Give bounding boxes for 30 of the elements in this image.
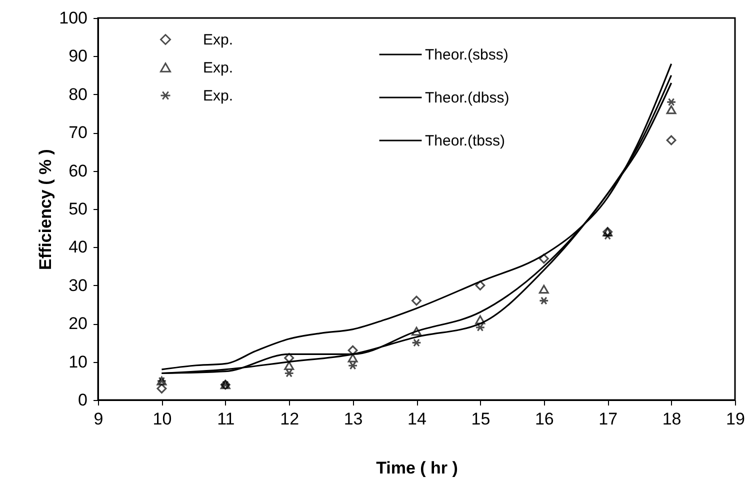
y-tick-label: 0 xyxy=(78,390,88,410)
x-tick-label: 18 xyxy=(662,410,682,428)
x-tick-label: 15 xyxy=(471,410,490,428)
y-tick-label: 80 xyxy=(68,84,88,104)
y-tick-label: 20 xyxy=(68,314,88,334)
x-tick-label: 17 xyxy=(598,410,618,428)
y-tick-label: 100 xyxy=(59,8,88,28)
legend-label: Exp. xyxy=(203,32,234,48)
x-tick-label: 13 xyxy=(344,410,363,428)
x-tick-label: 14 xyxy=(408,410,426,428)
x-tick-label: 11 xyxy=(217,410,235,428)
legend-label: Theor.(sbss) xyxy=(425,46,508,64)
legend-label: Exp. xyxy=(203,88,234,104)
legend-label: Theor.(tbss) xyxy=(425,132,506,150)
x-tick-label: 9 xyxy=(94,410,104,428)
x-tick-label: 19 xyxy=(726,410,745,428)
legend-label: Exp. xyxy=(203,60,234,76)
x-axis-title: Time ( hr ) xyxy=(376,458,458,478)
x-tick-label: 10 xyxy=(152,410,172,428)
x-tick-label: 16 xyxy=(534,410,554,428)
y-tick-label: 90 xyxy=(68,46,88,66)
y-tick-label: 40 xyxy=(68,238,88,257)
y-tick-label: 10 xyxy=(68,352,88,372)
y-tick-label: 50 xyxy=(68,200,88,218)
y-tick-label: 70 xyxy=(68,123,88,142)
y-tick-label: 30 xyxy=(68,276,88,295)
x-tick-label: 12 xyxy=(280,410,300,428)
legend-label: Theor.(dbss) xyxy=(425,90,510,106)
y-axis-title: Efficiency ( % ) xyxy=(36,149,56,270)
y-tick-label: 60 xyxy=(68,161,88,180)
